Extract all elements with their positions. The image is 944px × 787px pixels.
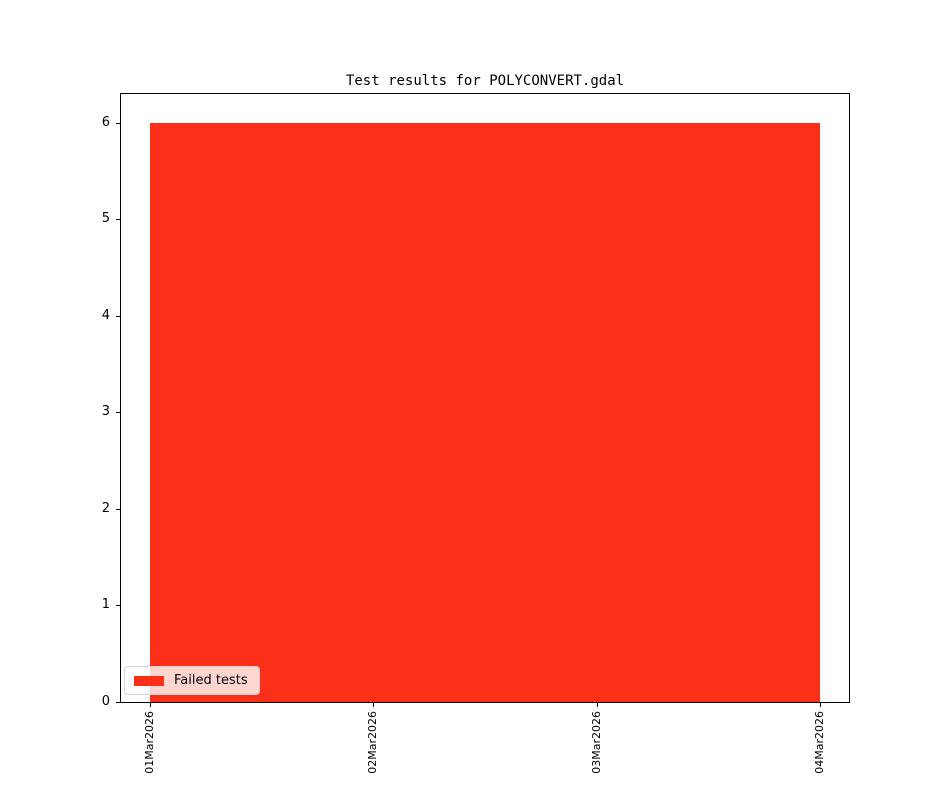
plot-area: Failed tests <box>120 93 850 703</box>
x-tick-mark <box>373 703 374 707</box>
failed-tests-area <box>150 123 820 702</box>
y-tick-label: 3 <box>101 404 110 419</box>
x-tick-mark <box>597 703 598 707</box>
legend: Failed tests <box>124 666 260 695</box>
chart-title: Test results for POLYCONVERT.gdal <box>345 73 625 89</box>
x-tick-mark <box>820 703 821 707</box>
y-tick-label: 1 <box>101 597 110 612</box>
x-tick-label: 01Mar2026 <box>143 711 156 774</box>
y-tick-label: 4 <box>101 308 110 323</box>
x-tick-mark <box>150 703 151 707</box>
legend-swatch-failed-tests-icon <box>134 675 164 686</box>
x-tick-label: 04Mar2026 <box>813 711 826 774</box>
y-tick-label: 0 <box>101 694 110 709</box>
x-tick-label: 02Mar2026 <box>366 711 379 774</box>
y-tick-label: 2 <box>101 501 110 516</box>
x-tick-label: 03Mar2026 <box>590 711 603 774</box>
legend-label-failed-tests: Failed tests <box>174 673 248 688</box>
y-tick-label: 5 <box>101 211 110 226</box>
y-tick-label: 6 <box>101 115 110 130</box>
